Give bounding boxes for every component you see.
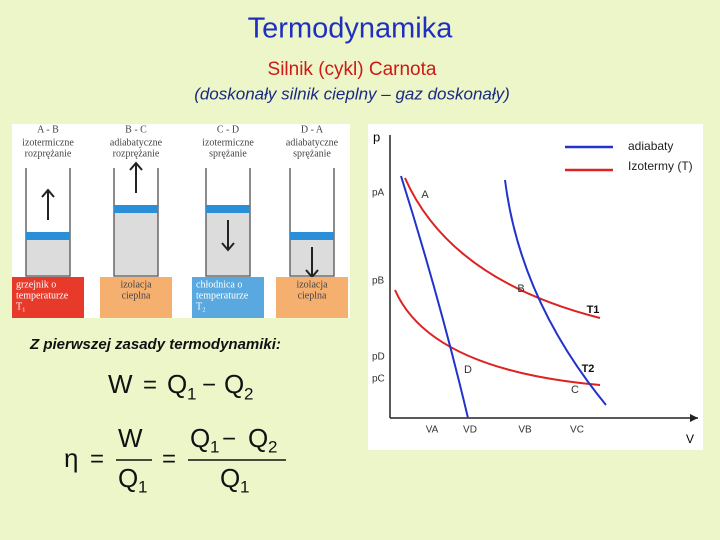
gas	[26, 240, 70, 275]
arrow-head	[221, 242, 235, 252]
stage-label: sprężanie	[293, 148, 331, 159]
piston	[290, 232, 334, 240]
piston	[26, 232, 70, 240]
base-label: grzejnik o	[16, 279, 56, 290]
equation: 2	[268, 437, 277, 456]
arrow-head	[41, 188, 55, 198]
point-label: B	[517, 283, 524, 295]
cylinder	[113, 168, 159, 277]
base-box	[192, 277, 264, 318]
heading: Z pierwszej zasady termodynamiki:	[29, 336, 281, 353]
note: (doskonały silnik cieplny – gaz doskonał…	[194, 84, 510, 103]
adiabat-curve	[400, 175, 469, 419]
equation: −	[222, 425, 236, 452]
base-label: T₁	[16, 301, 26, 312]
equation: Q	[167, 369, 187, 399]
base-label: chłodnica o	[196, 279, 242, 290]
base-label: T₂	[196, 301, 206, 312]
stage-label: adiabatyczne	[286, 137, 339, 148]
base-label: izolacja	[120, 279, 152, 290]
axis-label: V	[686, 432, 694, 446]
stage-label: sprężanie	[209, 148, 247, 159]
y-label: pA	[372, 188, 385, 199]
stage-code: A - B	[37, 124, 59, 135]
stage-label: izotermiczne	[22, 137, 74, 148]
cylinder	[205, 168, 251, 277]
y-label: pC	[372, 374, 385, 385]
equation: 2	[244, 384, 253, 403]
cylinder	[25, 168, 71, 277]
isotherm-curve	[394, 289, 601, 386]
equation: Q	[118, 463, 138, 493]
base-label: cieplna	[122, 290, 151, 301]
x-label: VA	[426, 425, 439, 436]
equation: 1	[240, 477, 249, 496]
stage-label: rozprężanie	[113, 148, 160, 159]
equation: =	[162, 445, 176, 472]
equation: 1	[187, 384, 196, 403]
subtitle: Silnik (cykl) Carnota	[268, 59, 437, 80]
stage-label: adiabatyczne	[110, 137, 163, 148]
equation: Q	[224, 369, 244, 399]
legend-label: Izotermy (T)	[628, 159, 693, 173]
point-label: D	[464, 364, 472, 376]
equation: 1	[138, 477, 147, 496]
equation: W	[118, 423, 143, 453]
arrow-head	[129, 161, 143, 171]
base-box	[12, 277, 84, 318]
base-label: temperaturze	[16, 290, 69, 301]
adiabat-curve	[504, 179, 607, 406]
title: Termodynamika	[248, 13, 454, 45]
equation: Q	[248, 423, 268, 453]
piston	[114, 205, 158, 213]
point-label: A	[421, 189, 429, 201]
base-label: cieplna	[298, 290, 327, 301]
base-label: temperaturze	[196, 290, 249, 301]
y-label: pD	[372, 352, 385, 363]
base-box	[100, 277, 172, 318]
equation: W	[108, 369, 133, 399]
equation: =	[90, 445, 104, 472]
stage-code: D - A	[301, 124, 324, 135]
x-arrow	[690, 414, 698, 422]
x-label: VC	[570, 425, 584, 436]
graph-panel	[368, 124, 703, 450]
piston	[206, 205, 250, 213]
x-label: VD	[463, 425, 477, 436]
equation: =	[143, 371, 157, 398]
stage-code: C - D	[217, 124, 239, 135]
axis-label: p	[373, 129, 380, 144]
isotherm-curve	[404, 177, 601, 319]
equation: −	[202, 371, 216, 398]
base-label: izolacja	[296, 279, 328, 290]
y-label: pB	[372, 276, 385, 287]
x-label: VB	[518, 425, 532, 436]
equation: η	[64, 443, 78, 473]
stage-label: izotermiczne	[202, 137, 254, 148]
legend-label: adiabaty	[628, 139, 673, 153]
isotherm-label: T1	[587, 304, 600, 316]
equation: Q	[220, 463, 240, 493]
stage-label: rozprężanie	[25, 148, 72, 159]
stage-code: B - C	[125, 124, 147, 135]
gas	[114, 213, 158, 275]
point-label: C	[571, 384, 579, 396]
isotherm-label: T2	[582, 363, 595, 375]
equation: Q	[190, 423, 210, 453]
equation: 1	[210, 437, 219, 456]
base-box	[276, 277, 348, 318]
